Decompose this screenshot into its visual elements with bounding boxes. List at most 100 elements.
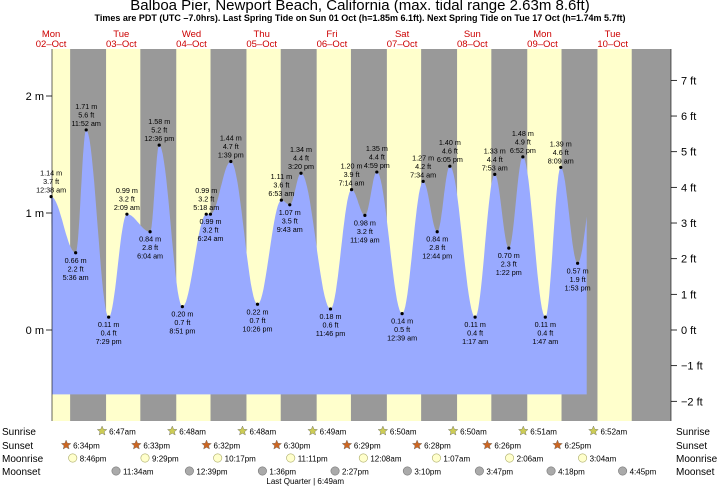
tide-label: 6:24 am: [197, 234, 223, 243]
sunrise-time: 6:50am: [390, 428, 417, 437]
sunset-time: 6:26pm: [494, 442, 521, 451]
right-tick-label: 2 ft: [681, 254, 696, 266]
tide-label: 7:14 am: [339, 179, 365, 188]
tide-label: 12:36 pm: [144, 134, 174, 143]
day-name: Sat: [395, 29, 410, 40]
moonrise-time: 10:17pm: [225, 455, 256, 464]
moonrise-time: 12:08am: [370, 455, 401, 464]
moonset-time: 2:27pm: [342, 468, 369, 477]
tide-point: [49, 195, 53, 199]
tide-label: 0.99 m: [116, 186, 138, 195]
tide-label: 5:36 am: [63, 273, 89, 282]
tide-label: 1.58 m: [148, 117, 170, 126]
sunrise-icon: [518, 425, 529, 436]
tide-label: 3.7 ft: [43, 177, 59, 186]
tide-label: 4.4 ft: [369, 153, 385, 162]
day-name: Mon: [533, 29, 551, 40]
night-band: [657, 49, 671, 421]
tide-label: 0.70 m: [498, 251, 520, 260]
right-tick-label: 0 ft: [681, 325, 696, 337]
sunrise-time: 6:48am: [179, 428, 206, 437]
moonrise-icon: [578, 453, 588, 463]
day-name: Fri: [326, 29, 337, 40]
tide-label: 4.6 ft: [553, 148, 569, 157]
tide-labels: 12:38 am3.7 ft1.14 m 0.66 m2.2 ft5:36 am 1…: [36, 102, 590, 346]
moonrise-time: 1:07am: [443, 455, 470, 464]
tide-label: 1.27 m: [412, 153, 434, 162]
right-tick-label: 3 ft: [681, 218, 696, 230]
tide-point: [208, 212, 213, 216]
tide-label: 1.44 m: [220, 134, 242, 143]
tide-label: 6:04 am: [137, 252, 163, 261]
tide-point: [74, 251, 78, 255]
moonset-icon: [330, 466, 340, 476]
tide-label: 7:53 am: [482, 163, 508, 172]
moonrise-icon: [431, 453, 441, 463]
moonrise-time: 3:04am: [590, 455, 617, 464]
day-date: 05–Oct: [246, 39, 277, 50]
chart-subtitle: Times are PDT (UTC –7.0hrs). Last Spring…: [94, 13, 626, 23]
moonset-icon: [111, 466, 121, 476]
tide-label: 3.2 ft: [198, 195, 214, 204]
tide-label: 2.8 ft: [142, 243, 158, 252]
tide-label: 6:52 pm: [510, 146, 536, 155]
tide-label: 0.4 ft: [101, 329, 117, 338]
tide-label: 0.6 ft: [323, 320, 339, 329]
sunrise-time: 6:51am: [530, 428, 557, 437]
day-name: Tue: [113, 29, 129, 40]
tide-point: [328, 307, 333, 311]
tide-label: 2:09 am: [114, 203, 140, 212]
tide-label: 1:17 am: [462, 337, 488, 346]
tide-label: 1.14 m: [40, 169, 62, 178]
sunset-time: 6:30pm: [284, 442, 311, 451]
moonrise-time: 8:46pm: [80, 455, 107, 464]
tide-label: 1:39 pm: [218, 151, 244, 160]
tide-label: 0.14 m: [391, 317, 413, 326]
tide-label: 1.07 m: [279, 208, 301, 217]
tide-point: [521, 155, 525, 159]
astro-label-right: Sunset: [676, 441, 707, 452]
moonrise-icon: [286, 453, 296, 463]
tide-label: 4.4 ft: [293, 154, 309, 163]
tide-label: 0.84 m: [139, 235, 161, 244]
tide-label: 9:43 am: [277, 225, 303, 234]
right-tick-label: 1 ft: [681, 289, 696, 301]
sunset-icon: [341, 439, 353, 450]
tide-label: 0.11 m: [464, 320, 485, 329]
right-tick-label: 5 ft: [681, 147, 696, 159]
tide-point: [543, 315, 547, 319]
tide-point: [375, 170, 379, 174]
tide-label: 3.5 ft: [282, 216, 298, 225]
tide-label: 0.57 m: [567, 266, 589, 275]
tide-area-path: [51, 129, 587, 395]
tide-label: 3.2 ft: [119, 195, 135, 204]
tide-label: 8:09 am: [548, 156, 574, 165]
tide-label: 6:05 pm: [437, 155, 463, 164]
tide-label: 3.2 ft: [357, 227, 373, 236]
right-tick-label: 7 ft: [681, 75, 696, 87]
moonset-icon: [402, 466, 412, 476]
tide-label: 0.18 m: [320, 312, 342, 321]
tide-label: 12:38 am: [36, 186, 66, 195]
sunrise-icon: [377, 425, 389, 436]
tide-label: 1.11 m: [271, 172, 292, 181]
tide-label: 10:26 pm: [243, 324, 273, 333]
sunset-icon: [131, 439, 142, 450]
tide-label: 7:34 am: [410, 170, 436, 179]
tide-label: 1.33 m: [484, 146, 506, 155]
astro-label-left: Moonrise: [2, 454, 44, 465]
sunrise-time: 6:52am: [600, 428, 627, 437]
astro-label-left: Sunset: [2, 441, 33, 452]
tide-point: [148, 230, 152, 234]
tide-point: [279, 198, 283, 202]
sunset-icon: [482, 439, 493, 450]
day-band: [597, 49, 632, 421]
sunset-icon: [552, 439, 563, 450]
tide-label: 1.20 m: [341, 162, 363, 171]
sunrise-time: 6:49am: [320, 428, 347, 437]
tide-label: 3.6 ft: [273, 181, 289, 190]
tide-point: [204, 212, 208, 216]
right-tick-label: −1 ft: [681, 361, 703, 373]
tide-point: [255, 302, 260, 306]
